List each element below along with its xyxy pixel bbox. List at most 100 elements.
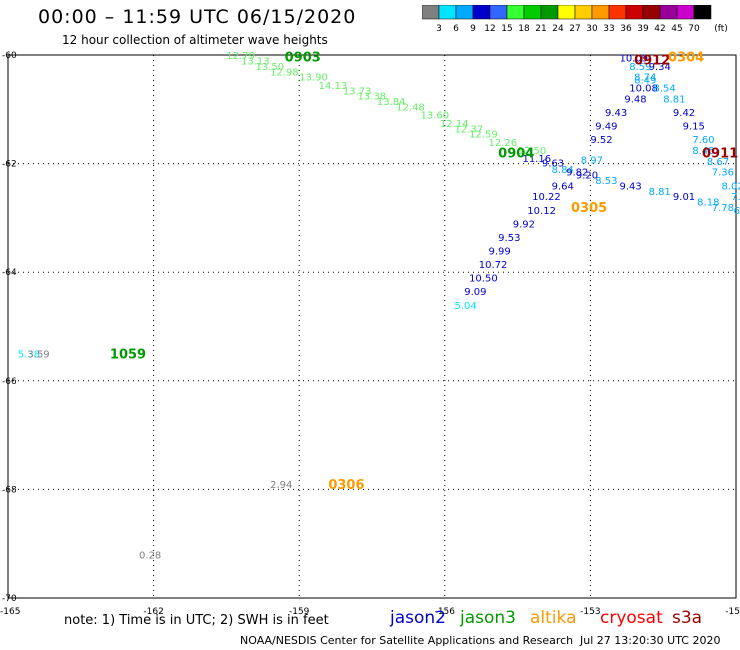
x-tick-label: -162: [143, 607, 163, 617]
footer-timestamp: Jul 27 13:20:30 UTC 2020: [580, 634, 721, 647]
page-title: 00:00 – 11:59 UTC 06/15/2020: [38, 6, 357, 28]
swh-value: 2.94: [270, 480, 292, 491]
swh-value: 13.13: [241, 56, 270, 67]
swh-value: 13.73: [343, 86, 372, 97]
swh-value: 9.49: [595, 122, 617, 133]
pass-time-label: 0903: [285, 51, 321, 66]
swh-value: 0.28: [139, 551, 161, 562]
colorbar-tick: 39: [637, 24, 649, 34]
swh-value: 10.72: [479, 260, 508, 271]
pass-time-label: 0912: [634, 53, 670, 68]
pass-time-label: 0305: [571, 201, 607, 216]
swh-value: 9.15: [683, 122, 705, 133]
swh-value: 8.59: [629, 62, 651, 73]
swh-value: 10.12: [527, 206, 556, 217]
swh-value: 12.37: [455, 124, 484, 135]
colorbar-unit: (ft): [714, 24, 728, 34]
swh-value: 8.84: [552, 165, 574, 176]
x-tick-label: -156: [435, 607, 456, 617]
pass-time-label: 1059: [110, 348, 146, 363]
swh-value: 9.82: [566, 168, 588, 179]
colorbar-tick: 15: [501, 24, 512, 34]
swh-value: 3.59: [27, 350, 49, 361]
swh-value: 8.81: [649, 187, 671, 198]
pass-time-label: 0904: [498, 147, 534, 162]
x-tick-label: -159: [289, 607, 310, 617]
footer-credit: NOAA/NESDIS Center for Satellite Applica…: [240, 634, 574, 647]
swh-value: 13.84: [377, 97, 406, 108]
note-text: note: 1) Time is in UTC; 2) SWH is in fe…: [64, 613, 329, 628]
swh-value: 12.26: [488, 138, 517, 149]
colorbar-swatch: [693, 5, 712, 20]
swh-value: 9.64: [552, 181, 574, 192]
swh-value: 12.14: [440, 119, 469, 130]
swh-value: 7.60: [692, 135, 714, 146]
swh-value: 10.09: [620, 54, 649, 65]
swh-value: 6.86: [734, 206, 740, 217]
satellite-legend-cryosat: cryosat: [600, 608, 663, 628]
swh-value: 11.16: [522, 154, 551, 165]
plot-frame: [7, 54, 737, 599]
pass-time-label: 0304: [668, 51, 704, 66]
swh-value: 7.36: [712, 168, 734, 179]
swh-value: 8.49: [634, 75, 656, 86]
swh-value: 7.78: [712, 203, 734, 214]
swh-value: 8.53: [595, 176, 617, 187]
swh-value: 9.42: [673, 108, 695, 119]
satellite-legend-altika: altika: [530, 608, 577, 628]
swh-value: 10.08: [629, 84, 658, 95]
y-tick-label: -70: [2, 594, 17, 604]
x-tick-label: -165: [0, 607, 20, 617]
swh-value: 8.45: [692, 146, 714, 157]
colorbar-tick: 30: [586, 24, 598, 34]
swh-value: 8.18: [697, 198, 719, 209]
colorbar-tick: 33: [603, 24, 614, 34]
swh-value: 9.01: [673, 192, 695, 203]
colorbar-tick: 18: [518, 24, 530, 34]
swh-value: 8.97: [581, 155, 603, 166]
y-tick-label: -62: [2, 160, 17, 170]
swh-value: 13.90: [299, 73, 328, 84]
page-subtitle: 12 hour collection of altimeter wave hei…: [62, 33, 328, 47]
swh-value: 9.43: [605, 108, 627, 119]
swh-value: 8.02: [721, 181, 740, 192]
satellite-legend-s3a: s3a: [672, 608, 703, 628]
colorbar-tick: 3: [436, 24, 442, 34]
swh-value: 12.79: [226, 51, 255, 62]
swh-value: 13.38: [357, 92, 386, 103]
swh-value: 9.53: [498, 233, 520, 244]
swh-value: 9.34: [649, 62, 671, 73]
swh-value: 9.63: [542, 159, 564, 170]
colorbar-tick: 45: [671, 24, 682, 34]
x-tick-label: -153: [580, 607, 600, 617]
swh-value: 9.99: [488, 246, 510, 257]
swh-value: 14.13: [319, 81, 348, 92]
y-tick-label: -64: [2, 268, 17, 278]
swh-value: 5.38: [18, 350, 40, 361]
colorbar-tick: 70: [688, 24, 700, 34]
wave-height-colorbar: 3 6 9 12 15 18 21 24 27 30 33 36 39 42 45 70 (ft): [422, 5, 728, 34]
swh-value: 8.81: [663, 94, 685, 105]
pass-time-label: 0306: [328, 478, 364, 493]
swh-value: 10.22: [532, 192, 561, 203]
y-tick-label: -68: [2, 485, 17, 495]
swh-value: 8.54: [653, 84, 675, 95]
swh-value: 8.67: [707, 157, 729, 168]
x-tick-label: -15: [725, 607, 740, 617]
satellite-legend-jason3: jason3: [460, 608, 516, 628]
colorbar-tick: 27: [569, 24, 580, 34]
swh-value: 9.48: [624, 94, 646, 105]
swh-value: 12.59: [469, 130, 498, 141]
swh-value: 12.98: [270, 67, 299, 78]
y-tick-label: -66: [2, 377, 17, 387]
satellite-legend-jason2: jason2: [390, 608, 446, 628]
swh-value: 8.74: [634, 73, 656, 84]
swh-value: 9.20: [576, 170, 598, 181]
colorbar-tick: 36: [620, 24, 632, 34]
swh-value: 9.43: [620, 181, 642, 192]
pass-time-label: 0911: [702, 147, 738, 162]
swh-value: 13.50: [256, 62, 285, 73]
swh-value: 13.60: [421, 111, 450, 122]
swh-value: 10.50: [469, 274, 498, 285]
